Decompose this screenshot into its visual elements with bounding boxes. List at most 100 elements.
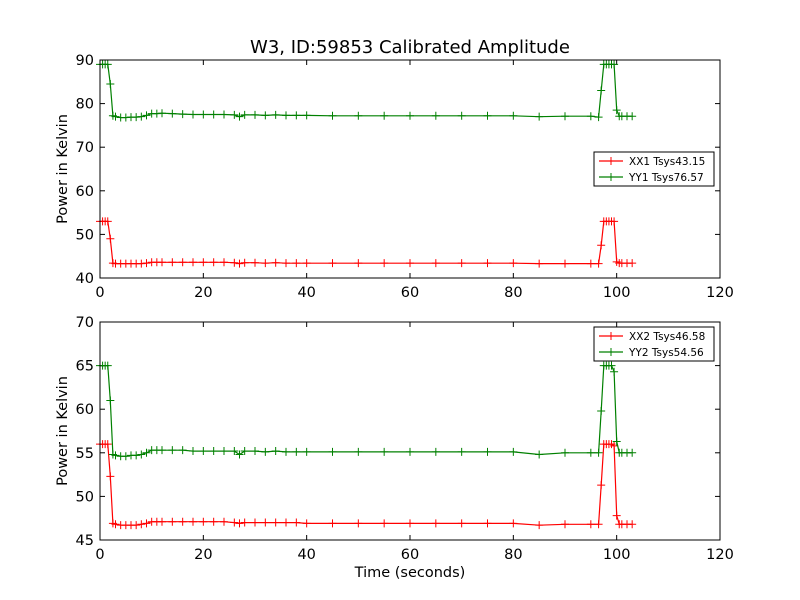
- data-point: [261, 518, 270, 527]
- y-tick-label: 45: [76, 533, 94, 549]
- data-point: [483, 447, 492, 456]
- data-point: [483, 111, 492, 120]
- data-point: [328, 447, 337, 456]
- data-point: [142, 259, 151, 268]
- data-point: [189, 447, 197, 456]
- data-point: [235, 112, 244, 121]
- data-point: [509, 447, 518, 456]
- data-point: [594, 448, 603, 457]
- data-point: [586, 259, 595, 268]
- y-tick-label: 50: [76, 489, 94, 505]
- data-point: [137, 112, 146, 121]
- x-tick-label: 40: [297, 285, 315, 301]
- data-point: [483, 259, 492, 268]
- data-point: [328, 519, 337, 528]
- x-tick-label: 80: [504, 547, 522, 563]
- data-point: [103, 440, 112, 449]
- data-point: [431, 519, 440, 528]
- x-tick-label: 100: [603, 285, 631, 301]
- data-point: [209, 258, 218, 267]
- data-point: [106, 234, 115, 243]
- data-point: [103, 60, 112, 69]
- data-point: [380, 259, 389, 268]
- data-point: [209, 110, 218, 119]
- data-point: [612, 511, 621, 520]
- data-point: [271, 258, 280, 267]
- x-tick-label: 60: [401, 285, 419, 301]
- data-point: [431, 111, 440, 120]
- data-point: [230, 110, 239, 119]
- data-point: [189, 258, 197, 267]
- data-point: [137, 450, 146, 459]
- x-axis-label: Time (seconds): [354, 565, 466, 581]
- data-point: [328, 259, 337, 268]
- data-point: [220, 110, 228, 119]
- data-point: [209, 447, 218, 456]
- data-point: [271, 110, 280, 119]
- data-point: [457, 447, 466, 456]
- data-point: [240, 110, 249, 119]
- data-point: [594, 520, 603, 529]
- data-point: [561, 112, 569, 121]
- data-point: [586, 520, 595, 529]
- data-point: [178, 517, 187, 526]
- data-point: [406, 259, 414, 268]
- data-point: [610, 217, 619, 226]
- data-point: [586, 448, 595, 457]
- data-point: [137, 520, 146, 529]
- x-tick-label: 0: [95, 547, 104, 563]
- data-point: [597, 241, 606, 250]
- data-point: [612, 437, 621, 446]
- data-point: [612, 106, 621, 115]
- data-point: [380, 447, 389, 456]
- axes-frame: [99, 59, 721, 279]
- data-point: [586, 112, 595, 121]
- data-point: [292, 447, 301, 456]
- data-point: [199, 110, 208, 119]
- y-tick-label: 60: [76, 184, 94, 200]
- data-point: [132, 521, 141, 530]
- legend-marker: [607, 332, 615, 340]
- data-point: [610, 441, 619, 450]
- y-tick-label: 70: [76, 315, 94, 331]
- data-point: [535, 259, 544, 268]
- y-tick-label: 60: [76, 402, 94, 418]
- data-point: [292, 259, 301, 268]
- data-point: [561, 259, 569, 268]
- data-point: [594, 259, 603, 268]
- data-point: [282, 111, 290, 120]
- data-point: [380, 111, 389, 120]
- data-point: [235, 519, 244, 528]
- data-point: [142, 519, 151, 528]
- data-point: [230, 518, 239, 527]
- data-point: [431, 447, 440, 456]
- data-point: [610, 60, 619, 69]
- y-tick-label: 90: [76, 53, 94, 69]
- data-point: [457, 519, 466, 528]
- data-point: [535, 112, 544, 121]
- data-point: [282, 259, 290, 268]
- data-point: [209, 517, 218, 526]
- data-point: [282, 518, 290, 527]
- data-point: [142, 111, 151, 120]
- data-point: [158, 109, 166, 118]
- data-point: [158, 258, 166, 267]
- data-point: [189, 110, 197, 119]
- legend-box: [593, 326, 715, 362]
- legend-marker: [607, 348, 615, 356]
- data-point: [240, 258, 249, 267]
- data-point: [189, 517, 197, 526]
- y-tick-label: 50: [76, 227, 94, 243]
- data-point: [509, 111, 518, 120]
- data-point: [230, 447, 239, 456]
- data-point: [535, 450, 544, 459]
- data-point: [106, 79, 115, 88]
- data-point: [509, 259, 518, 268]
- data-point: [168, 109, 177, 118]
- data-point: [354, 259, 363, 268]
- data-point: [158, 517, 166, 526]
- data-point: [251, 518, 259, 527]
- legend-entry-label: XX1 Tsys43.15: [629, 156, 705, 168]
